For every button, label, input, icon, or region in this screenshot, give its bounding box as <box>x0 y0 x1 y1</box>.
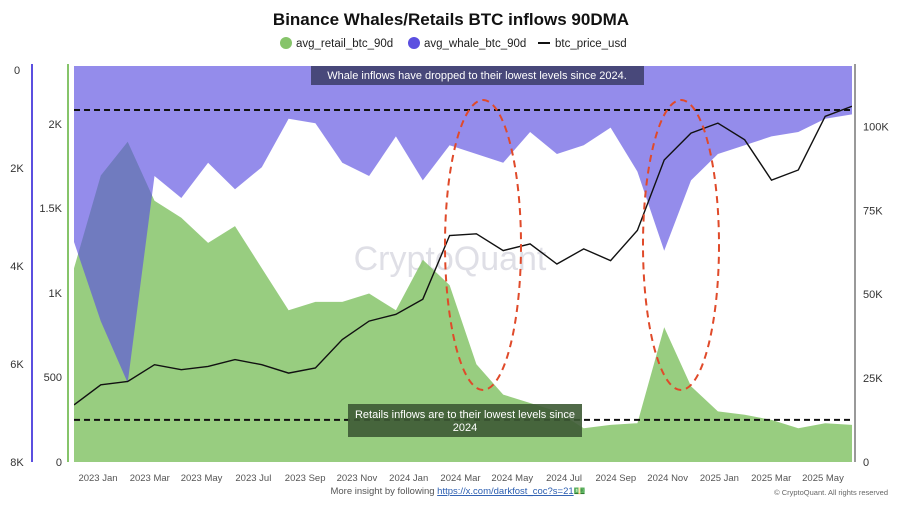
plot-area <box>74 66 852 462</box>
legend: avg_retail_btc_90d avg_whale_btc_90d btc… <box>280 37 627 50</box>
left-outer-tick-2: 4K <box>10 261 24 273</box>
x-tick-9: 2024 Jul <box>546 473 582 484</box>
right-tick-3: 25K <box>863 373 883 385</box>
left-inner-tick-0: 2K <box>49 119 63 131</box>
x-tick-14: 2025 May <box>802 473 844 484</box>
footer-text: More insight by following https://x.com/… <box>330 486 585 497</box>
left-inner-tick-2: 1K <box>49 288 63 300</box>
x-tick-0: 2023 Jan <box>78 473 117 484</box>
left-outer-tick-0: 0 <box>14 65 20 77</box>
right-axis-ticks: 100K 75K 50K 25K 0 <box>863 121 889 469</box>
x-tick-10: 2024 Sep <box>596 473 637 484</box>
highlight-ellipses <box>444 99 720 391</box>
legend-marker-retail <box>280 37 292 49</box>
ellipse-2024-nov <box>642 99 720 391</box>
x-tick-3: 2023 Jul <box>235 473 271 484</box>
right-tick-0: 100K <box>863 121 889 133</box>
legend-marker-whale <box>408 37 420 49</box>
x-tick-6: 2024 Jan <box>389 473 428 484</box>
x-tick-13: 2025 Mar <box>751 473 791 484</box>
x-tick-8: 2024 May <box>491 473 533 484</box>
footer-prefix: More insight by following <box>330 486 437 497</box>
x-tick-11: 2024 Nov <box>647 473 688 484</box>
legend-label-price: btc_price_usd <box>555 38 627 50</box>
left-outer-tick-1: 2K <box>10 163 24 175</box>
whale-annotation: Whale inflows have dropped to their lowe… <box>311 66 644 85</box>
left-inner-axis-ticks: 2K 1.5K 1K 500 0 <box>39 119 62 469</box>
price-line <box>74 105 852 406</box>
left-outer-tick-4: 8K <box>10 457 24 469</box>
left-inner-tick-3: 500 <box>44 372 62 384</box>
x-tick-7: 2024 Mar <box>440 473 480 484</box>
right-tick-1: 75K <box>863 205 883 217</box>
retail-annotation-box <box>348 404 582 437</box>
legend-label-whale: avg_whale_btc_90d <box>424 38 526 50</box>
retail-annotation-text: Retails inflows are to their lowest leve… <box>355 409 575 434</box>
footer-emoji: 💵 <box>574 486 586 497</box>
x-tick-2: 2023 May <box>181 473 223 484</box>
ellipse-2024-spring <box>444 99 522 391</box>
whale-annotation-text: Whale inflows have dropped to their lowe… <box>327 70 627 82</box>
x-tick-4: 2023 Sep <box>285 473 326 484</box>
right-tick-2: 50K <box>863 289 883 301</box>
x-tick-1: 2023 Mar <box>130 473 170 484</box>
footer-link[interactable]: https://x.com/darkfost_coc?s=21 <box>437 486 574 497</box>
left-inner-tick-1: 1.5K <box>39 203 62 215</box>
copyright-text: © CryptoQuant. All rights reserved <box>774 488 888 497</box>
right-tick-4: 0 <box>863 457 869 469</box>
chart-title: Binance Whales/Retails BTC inflows 90DMA <box>273 10 629 29</box>
retail-area <box>74 141 852 462</box>
whale-annotation-box <box>311 66 644 85</box>
watermark: CryptoQuant <box>354 240 547 278</box>
left-outer-tick-3: 6K <box>10 359 24 371</box>
footer: More insight by following https://x.com/… <box>330 486 888 497</box>
whale-area <box>74 66 852 383</box>
left-inner-tick-4: 0 <box>56 457 62 469</box>
x-tick-12: 2025 Jan <box>700 473 739 484</box>
left-outer-axis-ticks: 0 2K 4K 6K 8K <box>10 65 24 469</box>
legend-label-retail: avg_retail_btc_90d <box>296 38 393 50</box>
retail-annotation: Retails inflows are to their lowest leve… <box>348 404 582 437</box>
x-tick-5: 2023 Nov <box>337 473 378 484</box>
x-axis-ticks: 2023 Jan 2023 Mar 2023 May 2023 Jul 2023 Sep… <box>78 473 844 484</box>
